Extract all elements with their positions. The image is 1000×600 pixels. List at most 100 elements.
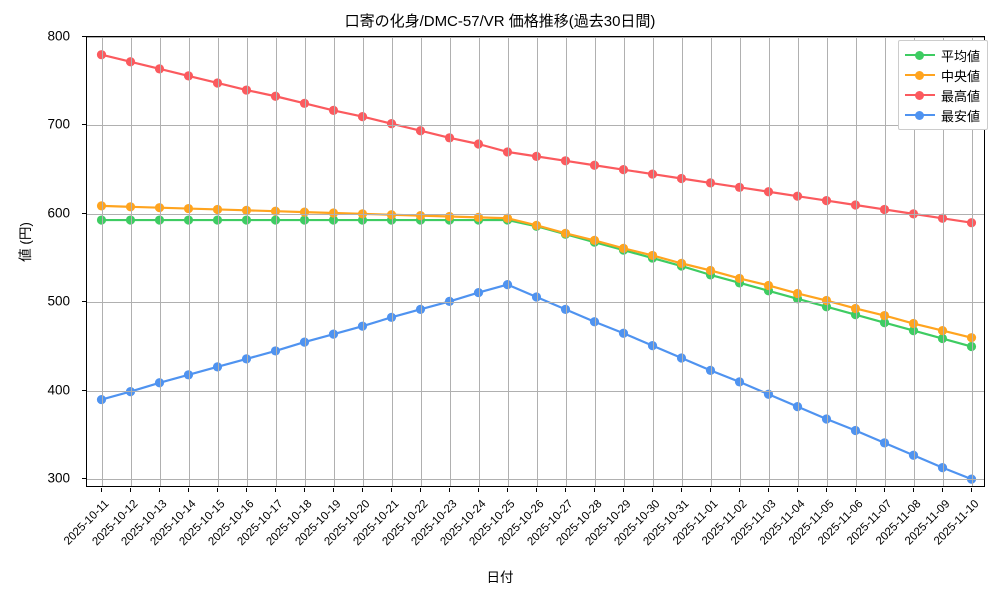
x-axis-tick-mark [303, 488, 305, 492]
legend-item[interactable]: 最安値 [904, 106, 980, 124]
data-point-marker [328, 215, 339, 225]
x-axis-tick-mark [680, 488, 682, 492]
y-axis-tick-mark [82, 124, 86, 126]
data-point-marker [270, 215, 281, 225]
x-axis-tick-mark [187, 488, 189, 492]
x-axis-tick-mark [767, 488, 769, 492]
x-axis-tick-mark [622, 488, 624, 492]
gridline-horizontal [87, 125, 984, 127]
x-axis-tick-mark [332, 488, 334, 492]
data-point-marker [502, 213, 513, 223]
gridline-vertical [565, 37, 567, 486]
x-axis-tick-mark [216, 488, 218, 492]
x-axis-tick-mark [709, 488, 711, 492]
gridline-vertical [507, 37, 509, 486]
x-axis-label: 日付 [486, 570, 514, 585]
gridline-vertical [652, 37, 654, 486]
y-axis-tick-label: 400 [47, 382, 70, 398]
chart-title: 口寄の化身/DMC-57/VR 価格推移(過去30日間) [344, 13, 656, 30]
x-axis-tick-mark [390, 488, 392, 492]
gridline-vertical [304, 37, 306, 486]
legend-label: 中央値 [940, 68, 980, 84]
y-axis-tick-label: 300 [47, 470, 70, 486]
x-axis-tick-mark [477, 488, 479, 492]
gridline-vertical [971, 37, 973, 486]
data-point-marker [241, 215, 252, 225]
gridline-horizontal [87, 390, 984, 392]
y-axis-tick-mark [82, 389, 86, 391]
x-axis-tick-mark [593, 488, 595, 492]
plot-area [86, 36, 985, 487]
data-point-marker [502, 280, 513, 290]
chart-legend: 平均値中央値最高値最安値 [897, 40, 988, 130]
x-axis-tick-mark [796, 488, 798, 492]
x-axis-tick-mark [448, 488, 450, 492]
data-point-marker [502, 147, 513, 157]
gridline-vertical [101, 37, 103, 486]
x-axis-tick-mark [651, 488, 653, 492]
gridline-vertical [420, 37, 422, 486]
y-axis-tick-labels: 300 400 500 600 700 800 [0, 29, 86, 487]
data-point-marker [270, 346, 281, 356]
gridline-vertical [710, 37, 712, 486]
data-point-marker [241, 85, 252, 95]
legend-swatch-icon [904, 69, 935, 81]
x-axis-tick-mark [564, 488, 566, 492]
data-point-marker [299, 98, 310, 108]
gridline-horizontal [87, 213, 984, 215]
gridline-vertical [797, 37, 799, 486]
gridline-horizontal [87, 479, 984, 481]
x-axis-tick-mark [274, 488, 276, 492]
gridline-vertical [391, 37, 393, 486]
legend-item[interactable]: 平均値 [904, 46, 980, 64]
gridline-horizontal [87, 302, 984, 304]
gridline-vertical [159, 37, 161, 486]
gridline-vertical [130, 37, 132, 486]
gridline-vertical [536, 37, 538, 486]
y-axis-label: 値 (円) [18, 222, 33, 262]
gridline-vertical [478, 37, 480, 486]
x-axis-tick-mark [825, 488, 827, 492]
data-point-marker [328, 329, 339, 339]
x-axis-tick-mark [912, 488, 914, 492]
x-axis-tick-mark [883, 488, 885, 492]
x-axis-tick-mark [129, 488, 131, 492]
y-axis-tick-label: 500 [47, 293, 70, 309]
y-axis-tick-label: 700 [47, 116, 70, 132]
x-axis-tick-mark [158, 488, 160, 492]
gridline-vertical [333, 37, 335, 486]
x-axis-tick-mark [245, 488, 247, 492]
x-axis-tick-mark [506, 488, 508, 492]
gridline-vertical [246, 37, 248, 486]
gridline-vertical [594, 37, 596, 486]
legend-swatch-icon [904, 109, 935, 121]
data-point-marker [241, 205, 252, 215]
y-axis-tick-mark [82, 212, 86, 214]
gridline-vertical [739, 37, 741, 486]
legend-item[interactable]: 最高値 [904, 86, 980, 104]
x-axis-tick-labels: 2025-10-11 2025-10-12 2025-10-13 2025-10-14… [61, 488, 985, 568]
gridline-vertical [855, 37, 857, 486]
data-point-marker [270, 206, 281, 216]
gridline-vertical [768, 37, 770, 486]
y-axis-tick-mark [82, 36, 86, 37]
gridline-vertical [623, 37, 625, 486]
x-axis-tick-mark [854, 488, 856, 492]
legend-item[interactable]: 中央値 [904, 66, 980, 84]
gridline-vertical [217, 37, 219, 486]
gridline-vertical [188, 37, 190, 486]
gridline-vertical [884, 37, 886, 486]
legend-label: 最安値 [940, 108, 980, 124]
data-point-marker [299, 337, 310, 347]
data-point-marker [299, 215, 310, 225]
y-axis-tick-mark [82, 478, 86, 480]
data-point-marker [328, 105, 339, 115]
gridline-vertical [681, 37, 683, 486]
legend-label: 最高値 [940, 88, 980, 104]
data-point-marker [241, 354, 252, 364]
legend-swatch-icon [904, 89, 935, 101]
x-axis-tick-mark [100, 488, 102, 492]
y-axis-tick-mark [82, 301, 86, 303]
legend-label: 平均値 [940, 48, 980, 64]
